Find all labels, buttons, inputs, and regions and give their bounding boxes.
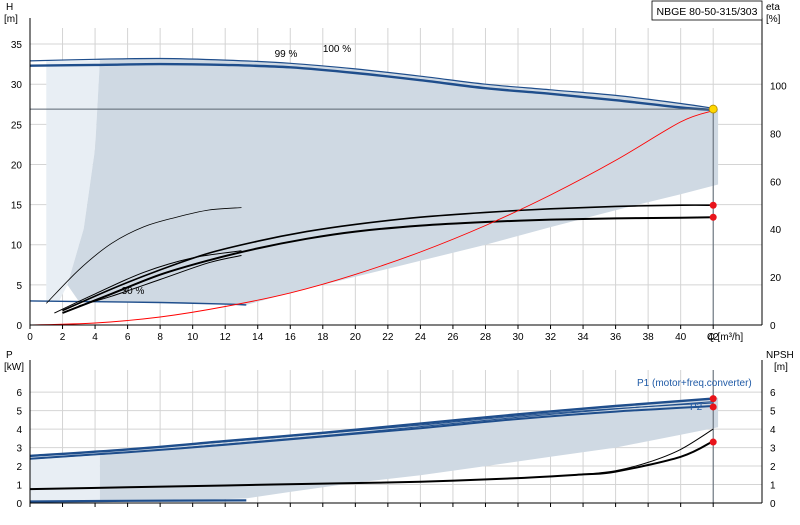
p2-label: P2 (690, 402, 703, 413)
duty-point-marker (708, 104, 718, 114)
eta-tick-label: 100 (770, 81, 787, 92)
x-tick-label: 8 (157, 332, 163, 343)
h-tick-label: 15 (11, 201, 23, 212)
model-label-box (651, 0, 763, 21)
eta-curve-2 (62, 216, 714, 314)
eta-tick-label: 60 (770, 177, 782, 188)
eta-curve-1 (62, 204, 714, 312)
eta-point-marker-2 (709, 213, 717, 221)
p-axis-label: P (6, 350, 13, 361)
label-100-percent: 100 % (323, 44, 351, 55)
p-tick-label: 2 (16, 462, 22, 473)
npsh-curve (29, 440, 714, 491)
x-tick-label: 10 (187, 332, 199, 343)
x-tick-label: 14 (252, 332, 264, 343)
eta-tick-label: 80 (770, 129, 782, 140)
npsh-tick-label: 3 (770, 444, 776, 455)
head-curve-30 (29, 300, 247, 306)
h-tick-label: 20 (11, 160, 23, 171)
eta-tick-label: 0 (770, 321, 776, 332)
x-tick-label: 0 (27, 332, 33, 343)
p-tick-label: 1 (16, 481, 22, 492)
npsh-tick-label: 0 (770, 499, 776, 510)
h-tick-label: 10 (11, 241, 23, 252)
envelope-light-area-top (46, 60, 100, 301)
h-tick-label: 0 (16, 321, 22, 332)
h-tick-label: 5 (16, 281, 22, 292)
x-tick-label: 24 (415, 332, 427, 343)
p-tick-label: 0 (16, 499, 22, 510)
head-curve-100 (29, 57, 714, 109)
label-99-percent: 99 % (275, 49, 298, 60)
x-tick-label: 32 (545, 332, 557, 343)
x-tick-label: 20 (350, 332, 362, 343)
x-tick-label: 40 (675, 332, 687, 343)
h-tick-label: 25 (11, 120, 23, 131)
p-axis-unit: [kW] (4, 362, 24, 373)
p-tick-label: 6 (16, 388, 22, 399)
x-tick-label: 12 (220, 332, 232, 343)
npsh-tick-label: 4 (770, 425, 776, 436)
x-tick-label: 18 (317, 332, 329, 343)
npsh-axis-label: NPSH (766, 350, 794, 361)
x-tick-label: 36 (610, 332, 622, 343)
label-30-percent: 30 % (122, 286, 145, 297)
x-tick-label: 30 (512, 332, 524, 343)
x-tick-label: 38 (643, 332, 655, 343)
p1-label: P1 (motor+freq.converter) (637, 378, 752, 389)
npsh-tick-label: 6 (770, 388, 776, 399)
q-axis-label: Q [m³/h] (707, 332, 743, 343)
eta-tick-label: 40 (770, 225, 782, 236)
p1-point-marker (709, 395, 717, 403)
x-tick-label: 6 (125, 332, 131, 343)
p2-point-marker (709, 403, 717, 411)
envelope-area-top (67, 58, 719, 305)
x-tick-label: 34 (578, 332, 590, 343)
x-tick-label: 4 (92, 332, 98, 343)
model-label: NBGE 80-50-315/303 (657, 6, 758, 18)
h-tick-label: 30 (11, 80, 23, 91)
npsh-point-marker (709, 438, 717, 446)
h-axis-unit: [m] (4, 14, 18, 25)
eta-curve-3 (46, 207, 242, 304)
envelope-area-bottom (99, 397, 719, 502)
p2-curve (29, 405, 714, 460)
p-min-curve (29, 499, 247, 503)
npsh-axis-unit: [m] (774, 362, 788, 373)
eta-curve-5 (78, 255, 242, 307)
x-tick-label: 28 (480, 332, 492, 343)
h-tick-label: 35 (11, 40, 23, 51)
h-axis-label: H (6, 2, 13, 13)
eta-tick-label: 20 (770, 273, 782, 284)
x-tick-label: 26 (447, 332, 459, 343)
eta-point-marker-1 (709, 201, 717, 209)
p-tick-label: 4 (16, 425, 22, 436)
x-tick-label: 2 (60, 332, 66, 343)
p-tick-label: 5 (16, 407, 22, 418)
x-tick-label: 42 (708, 332, 720, 343)
eta-axis-label: eta (766, 2, 780, 13)
x-tick-label: 22 (382, 332, 394, 343)
head-curve-99 (29, 62, 714, 112)
npsh-curve-max (583, 428, 714, 475)
x-tick-label: 16 (285, 332, 297, 343)
eta-axis-unit: [%] (766, 14, 781, 25)
eta-curve-4 (54, 250, 242, 314)
npsh-tick-label: 1 (770, 481, 776, 492)
p2-curve-band (29, 402, 714, 457)
p-tick-label: 3 (16, 444, 22, 455)
system-curve (29, 110, 714, 326)
npsh-tick-label: 2 (770, 462, 776, 473)
npsh-tick-label: 5 (770, 407, 776, 418)
